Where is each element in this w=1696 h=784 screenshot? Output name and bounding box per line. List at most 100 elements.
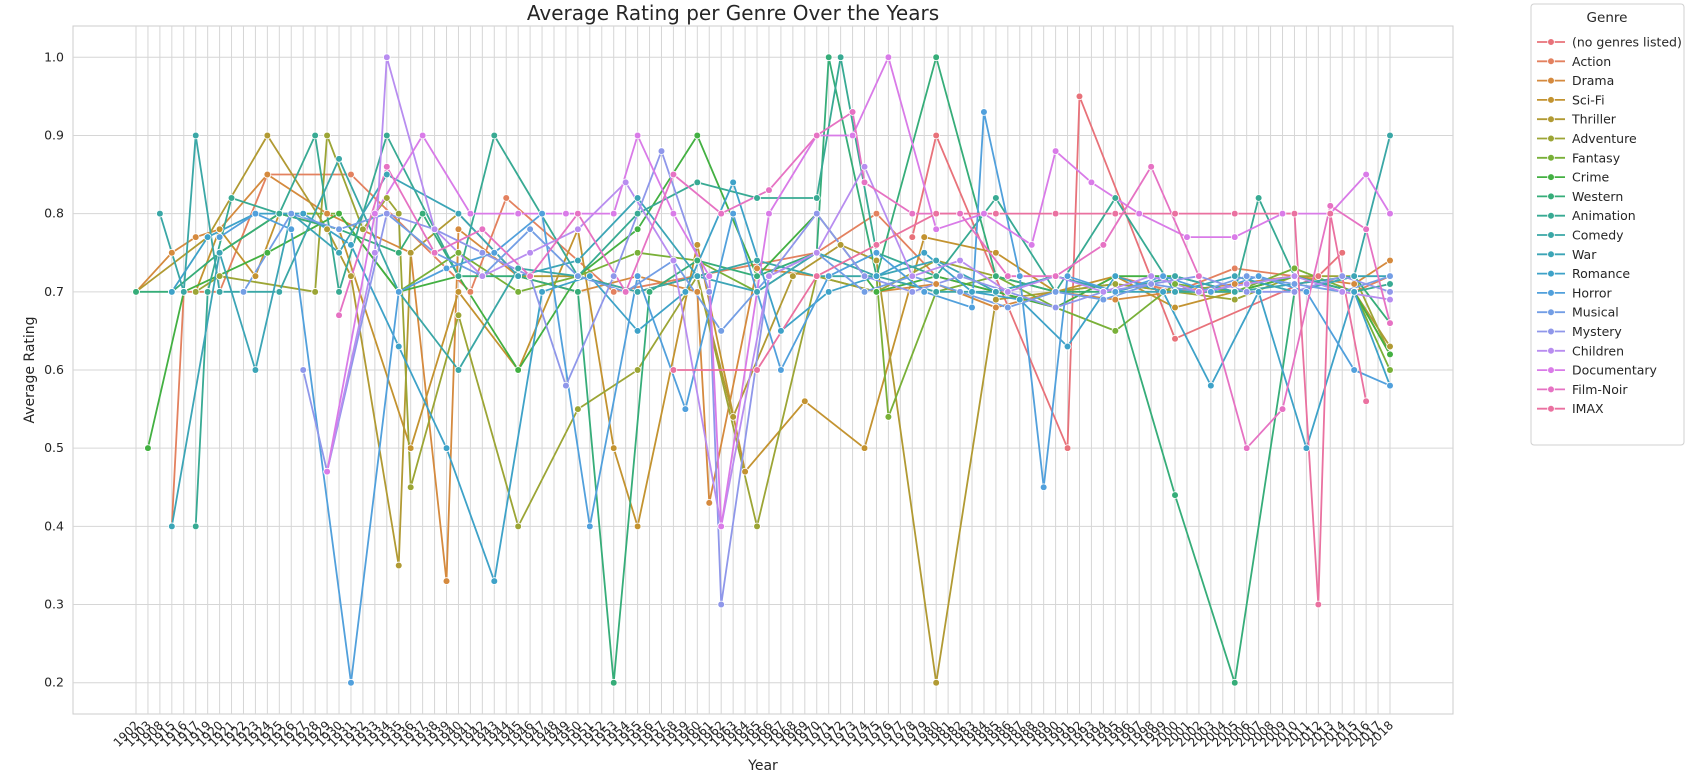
data-point (777, 327, 785, 335)
data-point (1087, 178, 1096, 187)
data-point (992, 288, 1000, 296)
data-point (860, 178, 869, 187)
data-point (681, 405, 690, 413)
y-tick-label: 0.3 (44, 597, 64, 612)
data-point (621, 288, 630, 296)
data-point (1230, 678, 1239, 687)
series-line (219, 111, 1391, 684)
data-point (860, 288, 869, 296)
data-point (848, 108, 857, 116)
data-point (1004, 272, 1012, 280)
data-point (1004, 303, 1012, 312)
data-point (1278, 209, 1287, 218)
legend-entry: Comedy (1572, 228, 1624, 243)
data-point (574, 272, 582, 280)
data-point (717, 327, 725, 335)
y-tick-label: 1.0 (44, 49, 64, 64)
series-points (132, 53, 1394, 687)
data-point (705, 499, 714, 507)
data-point (574, 256, 582, 265)
data-point (490, 577, 499, 585)
legend-swatch-marker (1547, 76, 1555, 85)
legend-entry: IMAX (1572, 401, 1604, 416)
data-point (382, 209, 391, 218)
data-point (1111, 288, 1120, 296)
data-point (1326, 209, 1335, 218)
data-point (1004, 288, 1012, 296)
y-tick-label: 0.9 (44, 127, 64, 142)
data-point (1338, 248, 1347, 257)
data-point (418, 209, 427, 218)
data-point (1302, 444, 1311, 452)
data-point (932, 256, 940, 265)
legend-swatch-marker (1547, 250, 1555, 259)
data-point (1290, 209, 1299, 218)
data-point (932, 131, 940, 140)
data-point (168, 248, 176, 257)
data-point (335, 225, 343, 234)
data-point (1051, 209, 1060, 218)
data-point (215, 248, 224, 257)
data-point (992, 194, 1000, 202)
data-point (514, 264, 522, 273)
data-point (1290, 272, 1299, 280)
data-point (442, 444, 451, 452)
data-point (633, 225, 642, 234)
data-point (920, 248, 929, 257)
data-point (1230, 233, 1239, 241)
legend-entry: Children (1572, 343, 1624, 358)
legend-swatch-marker (1547, 134, 1555, 143)
data-point (1051, 288, 1060, 296)
data-point (932, 272, 940, 280)
data-point (299, 366, 308, 374)
data-point (1386, 342, 1394, 351)
data-point (872, 256, 881, 265)
data-point (251, 366, 260, 374)
data-point (490, 248, 499, 257)
data-point (1051, 272, 1060, 280)
data-point (812, 209, 821, 218)
data-point (992, 272, 1000, 280)
legend-swatch-marker (1547, 231, 1555, 239)
data-point (1159, 288, 1167, 296)
data-point (1075, 92, 1084, 101)
data-point (574, 405, 582, 413)
data-point (1254, 272, 1263, 280)
data-point (323, 131, 331, 140)
data-point (681, 288, 690, 296)
data-point (382, 170, 391, 179)
data-point (1051, 147, 1060, 155)
data-point (1386, 272, 1394, 280)
data-point (1278, 405, 1287, 413)
data-point (215, 288, 224, 296)
legend-entry: Horror (1572, 285, 1612, 300)
legend-swatch-marker (1547, 173, 1555, 181)
legend-swatch-marker (1547, 366, 1555, 374)
data-point (645, 288, 654, 296)
data-point (956, 288, 964, 296)
y-tick-label: 0.4 (44, 518, 64, 533)
legend-entry: Mystery (1572, 324, 1622, 339)
data-point (1386, 280, 1394, 288)
data-point (394, 248, 403, 257)
data-point (812, 272, 821, 280)
data-point (287, 225, 296, 234)
data-point (1051, 303, 1060, 312)
data-point (466, 288, 475, 296)
data-point (335, 155, 343, 163)
series-line (194, 56, 1391, 527)
data-point (454, 225, 463, 234)
x-axis-ticks: 1902190319081915191619171919192019211922… (111, 718, 1396, 749)
data-point (1386, 319, 1394, 327)
data-point (1063, 342, 1072, 351)
data-point (275, 209, 284, 218)
data-point (263, 131, 272, 140)
data-point (789, 272, 797, 280)
data-point (191, 131, 200, 140)
legend-entry: Drama (1572, 73, 1614, 88)
data-point (1063, 444, 1072, 452)
legend-swatch-marker (1547, 115, 1555, 123)
data-point (1147, 272, 1155, 280)
legend-swatch-marker (1547, 308, 1555, 317)
